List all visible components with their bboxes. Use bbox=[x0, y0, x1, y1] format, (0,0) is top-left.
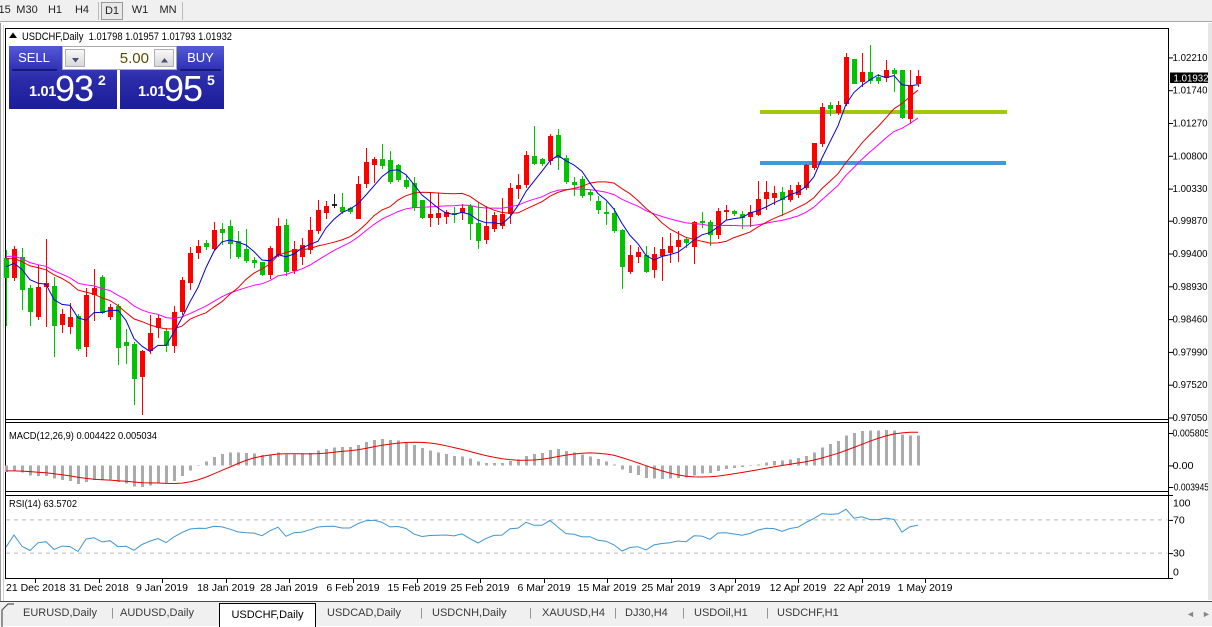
svg-text:100: 100 bbox=[1173, 498, 1191, 510]
svg-text:9 Jan 2019: 9 Jan 2019 bbox=[136, 582, 188, 594]
svg-text:1 May 2019: 1 May 2019 bbox=[898, 582, 953, 594]
svg-text:1.01740: 1.01740 bbox=[1173, 85, 1208, 97]
svg-text:-0.003945: -0.003945 bbox=[1171, 482, 1209, 494]
svg-text:0.97520: 0.97520 bbox=[1173, 379, 1208, 391]
svg-text:6 Mar 2019: 6 Mar 2019 bbox=[517, 582, 570, 594]
svg-text:6 Feb 2019: 6 Feb 2019 bbox=[326, 582, 379, 594]
svg-text:0.97990: 0.97990 bbox=[1173, 346, 1208, 358]
svg-text:18 Jan 2019: 18 Jan 2019 bbox=[197, 582, 255, 594]
svg-text:0: 0 bbox=[1173, 567, 1179, 579]
svg-text:31 Dec 2018: 31 Dec 2018 bbox=[69, 582, 129, 594]
svg-text:0.99400: 0.99400 bbox=[1173, 248, 1208, 260]
svg-text:1.01932: 1.01932 bbox=[1174, 72, 1209, 84]
svg-text:MACD(12,26,9) 0.004422 0.00503: MACD(12,26,9) 0.004422 0.005034 bbox=[9, 430, 157, 442]
svg-text:25 Feb 2019: 25 Feb 2019 bbox=[451, 582, 510, 594]
svg-text:25 Mar 2019: 25 Mar 2019 bbox=[642, 582, 701, 594]
svg-text:70: 70 bbox=[1173, 514, 1185, 526]
svg-text:USDCHF,Daily 1.01798 1.01957: USDCHF,Daily 1.01798 1.01957 1.01793 1.0… bbox=[22, 31, 232, 43]
svg-text:1.00800: 1.00800 bbox=[1173, 150, 1208, 162]
svg-text:3 Apr 2019: 3 Apr 2019 bbox=[710, 582, 761, 594]
svg-text:RSI(14) 63.5702: RSI(14) 63.5702 bbox=[9, 498, 77, 510]
svg-text:0.97050: 0.97050 bbox=[1173, 412, 1208, 424]
svg-text:30: 30 bbox=[1173, 548, 1185, 560]
svg-text:15 Feb 2019: 15 Feb 2019 bbox=[388, 582, 447, 594]
svg-text:1.01270: 1.01270 bbox=[1173, 118, 1208, 130]
svg-text:28 Jan 2019: 28 Jan 2019 bbox=[260, 582, 318, 594]
svg-text:1.02210: 1.02210 bbox=[1173, 52, 1208, 64]
svg-text:21 Dec 2018: 21 Dec 2018 bbox=[6, 582, 66, 594]
svg-text:15 Mar 2019: 15 Mar 2019 bbox=[578, 582, 637, 594]
svg-text:1.00330: 1.00330 bbox=[1173, 183, 1208, 195]
svg-text:0.99870: 0.99870 bbox=[1173, 215, 1208, 227]
svg-text:0.98930: 0.98930 bbox=[1173, 281, 1208, 293]
svg-text:0.00: 0.00 bbox=[1173, 460, 1194, 472]
svg-text:12 Apr 2019: 12 Apr 2019 bbox=[770, 582, 827, 594]
svg-text:0.005805: 0.005805 bbox=[1173, 428, 1210, 440]
svg-text:0.98460: 0.98460 bbox=[1173, 314, 1208, 326]
svg-text:22 Apr 2019: 22 Apr 2019 bbox=[834, 582, 891, 594]
